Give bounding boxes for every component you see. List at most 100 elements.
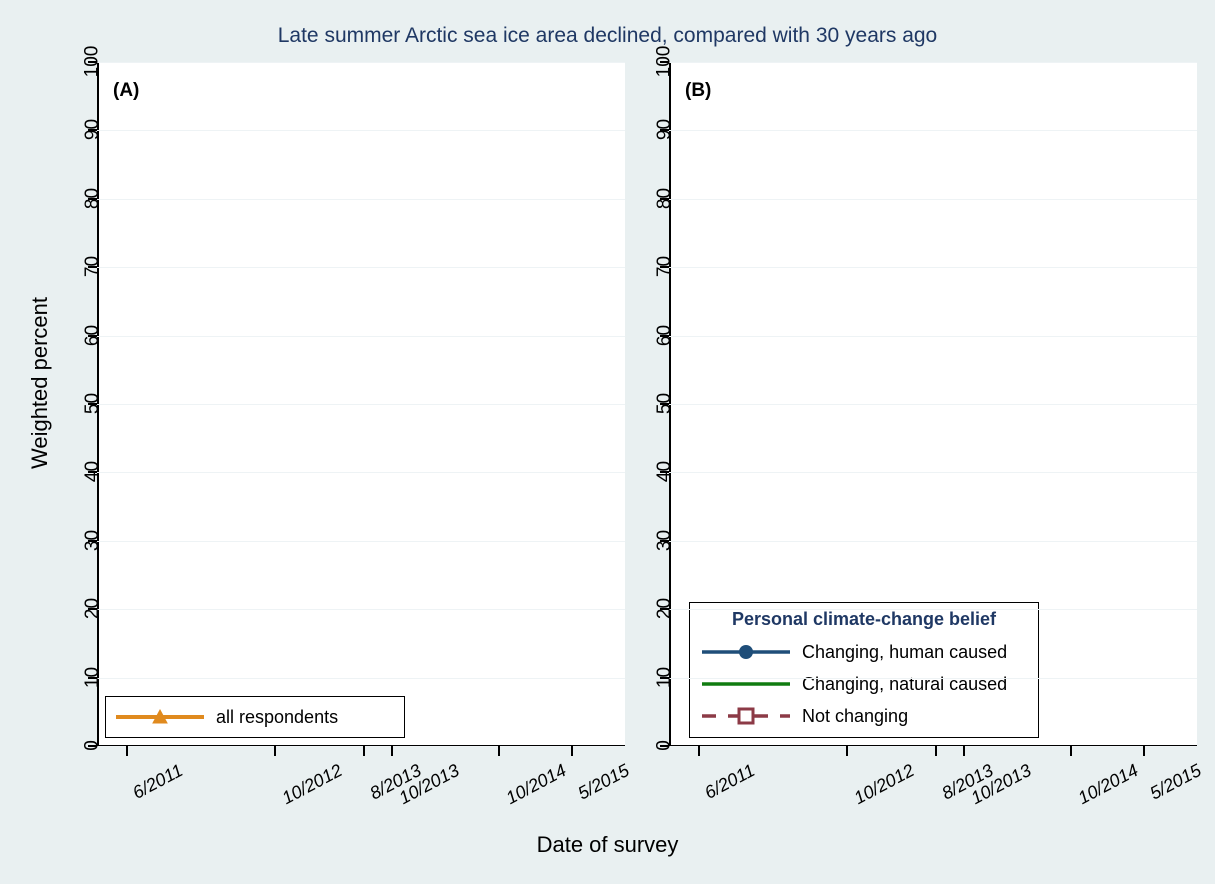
y-tick-mark [88, 61, 97, 63]
gridline [97, 746, 625, 747]
y-tick-label: 10 [82, 666, 103, 688]
panel-a-legend: all respondents [105, 696, 405, 738]
y-tick-mark [660, 197, 669, 200]
y-tick-label: 0 [82, 740, 103, 751]
x-tick-label: 10/2014 [502, 760, 570, 809]
x-tick-mark [697, 746, 700, 756]
y-axis-label: Weighted percent [27, 296, 52, 470]
x-tick-mark [935, 746, 938, 756]
y-tick-mark [660, 129, 669, 132]
y-tick-label: 30 [654, 529, 675, 551]
panel-b-legend: Personal climate-change belief Changing,… [689, 602, 1039, 738]
legend-label-all-respondents: all respondents [216, 706, 339, 727]
x-tick-mark [962, 746, 965, 756]
y-tick-mark [660, 471, 669, 474]
legend-label-not-changing: Not changing [802, 705, 909, 726]
gridline [97, 62, 625, 63]
x-tick-mark [570, 746, 573, 756]
y-tick-mark [88, 676, 97, 679]
gridline [97, 677, 625, 679]
x-tick-label: 10/2014 [1074, 760, 1142, 809]
y-tick-mark [88, 266, 97, 269]
y-tick-label: 80 [82, 187, 103, 209]
y-tick-label: 20 [654, 598, 675, 620]
y-tick-mark [88, 129, 97, 132]
x-axis-label: Date of survey [536, 832, 679, 857]
legend-row-natural-caused: Changing, natural caused [700, 668, 1028, 700]
y-tick-label: 60 [82, 324, 103, 346]
gridline [669, 404, 1197, 405]
panel-b: (B) Personal climate-change belief Chang… [654, 46, 1204, 809]
x-tick-label: 10/2012 [278, 760, 346, 809]
y-tick-mark [660, 676, 669, 679]
y-tick-mark [88, 539, 97, 542]
gridline [97, 404, 625, 405]
x-tick-mark [390, 746, 393, 756]
y-tick-label: 90 [82, 119, 103, 141]
y-tick-mark [660, 539, 669, 542]
legend-label-human-caused: Changing, human caused [802, 641, 1008, 662]
gridline [97, 609, 625, 611]
y-tick-mark [88, 197, 97, 200]
gridline [669, 609, 1197, 611]
x-tick-mark [1142, 746, 1145, 756]
legend-key-natural-caused [700, 673, 792, 695]
y-tick-label: 80 [654, 187, 675, 209]
gridline [97, 267, 625, 269]
x-tick-mark [125, 746, 128, 756]
y-tick-label: 40 [82, 461, 103, 483]
y-tick-mark [88, 608, 97, 611]
gridline [669, 130, 1197, 132]
gridline [97, 335, 625, 337]
legend-key-human-caused [700, 641, 792, 663]
y-tick-mark [660, 403, 669, 405]
legend-key-not-changing [700, 705, 792, 727]
y-tick-mark [660, 608, 669, 611]
y-tick-label: 50 [654, 392, 675, 415]
gridline [669, 472, 1197, 474]
y-tick-label: 20 [82, 598, 103, 620]
legend-title-climate-belief: Personal climate-change belief [731, 609, 997, 629]
y-tick-mark [88, 471, 97, 474]
panel-a: (A) all respondents 0 10 20 30 40 50 60 70 80 90 1… [82, 46, 632, 809]
gridline [97, 198, 625, 200]
gridline [669, 677, 1197, 679]
gridline [669, 335, 1197, 337]
y-tick-mark [660, 745, 669, 747]
y-tick-label: 60 [654, 324, 675, 346]
y-tick-label: 100 [82, 45, 103, 78]
x-tick-mark [845, 746, 848, 756]
y-tick-label: 30 [82, 529, 103, 551]
gridline [669, 540, 1197, 542]
gridline [669, 746, 1197, 747]
gridline [97, 540, 625, 542]
gridline [97, 130, 625, 132]
chart-title: Late summer Arctic sea ice area declined… [277, 24, 938, 47]
y-tick-label: 10 [654, 666, 675, 688]
legend-row-human-caused: Changing, human caused [700, 636, 1028, 668]
gridline [97, 472, 625, 474]
y-tick-label: 90 [654, 119, 675, 141]
legend-key-all-respondents [114, 706, 206, 728]
y-tick-label: 40 [654, 461, 675, 483]
x-tick-mark [363, 746, 366, 756]
y-tick-mark [88, 403, 97, 405]
panel-b-label: (B) [685, 80, 712, 101]
y-tick-label: 100 [654, 45, 675, 78]
legend-row-not-changing: Not changing [700, 700, 1028, 732]
y-tick-mark [88, 745, 97, 747]
x-tick-mark [1070, 746, 1073, 756]
x-tick-label: 5/2015 [1146, 760, 1205, 804]
panel-a-label: (A) [113, 80, 140, 101]
y-tick-mark [660, 266, 669, 269]
y-tick-mark [88, 334, 97, 337]
y-tick-mark [660, 334, 669, 337]
y-tick-mark [660, 61, 669, 63]
x-tick-label: 6/2011 [129, 760, 186, 803]
y-tick-label: 70 [654, 256, 675, 278]
gridline [669, 267, 1197, 269]
x-tick-label: 5/2015 [574, 760, 633, 804]
y-tick-label: 70 [82, 256, 103, 278]
gridline [669, 62, 1197, 63]
